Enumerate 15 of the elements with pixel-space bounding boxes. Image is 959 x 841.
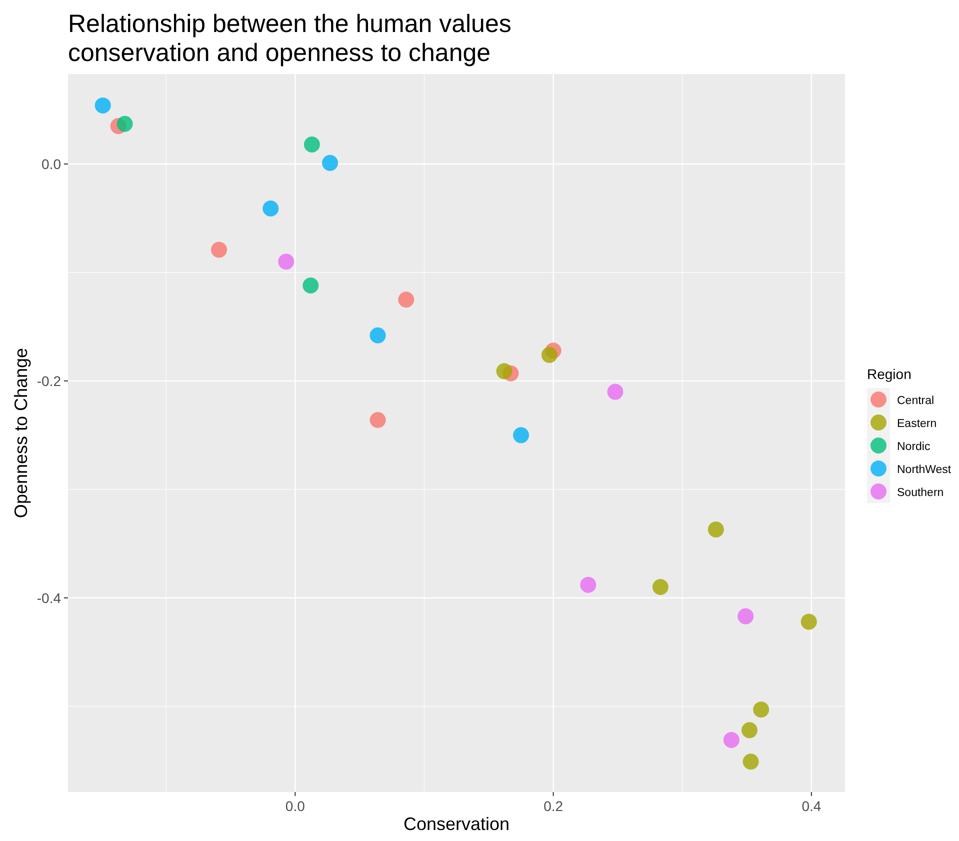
x-tick-label: 0.0 — [285, 798, 306, 814]
x-tick-label: 0.2 — [544, 798, 564, 814]
y-tick-label: -0.2 — [36, 372, 62, 389]
x-tick-label: 0.4 — [802, 798, 822, 814]
y-tick-label: 0.0 — [42, 156, 62, 172]
legend-label: Central — [897, 395, 934, 407]
legend-label: Southern — [897, 487, 944, 499]
x-axis-title: Conservation — [403, 814, 510, 834]
legend-title: Region — [867, 366, 912, 382]
legend-label: Nordic — [897, 441, 930, 453]
legend-label: NorthWest — [897, 464, 952, 476]
y-tick-label: -0.4 — [36, 590, 62, 606]
chart-title: Relationship between the human values conservation and openness to change — [68, 10, 512, 67]
y-axis-title: Openness to Change — [11, 348, 31, 518]
legend-label: Eastern — [897, 418, 937, 430]
